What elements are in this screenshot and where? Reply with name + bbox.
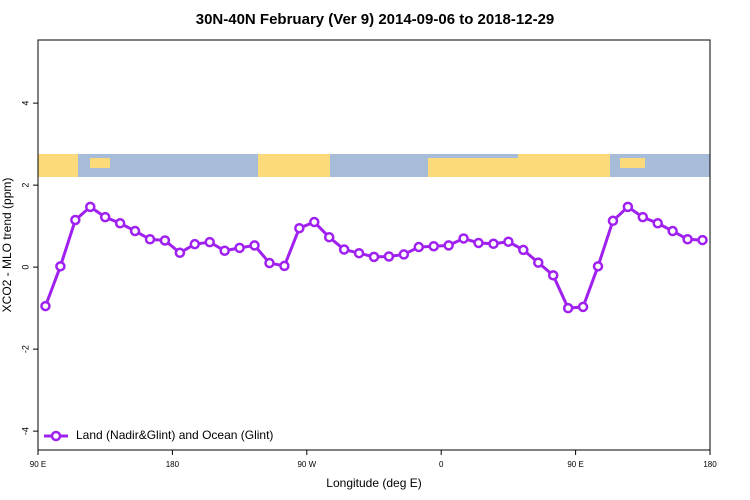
point [55, 261, 66, 272]
point [114, 218, 126, 229]
point [428, 240, 439, 252]
y-axis-label: XCO2 - MLO trend (ppm) [0, 178, 14, 313]
point [473, 237, 484, 249]
x-tick-label: 90 E [30, 460, 46, 469]
point [577, 301, 589, 313]
y-tick-label: 0 [20, 265, 30, 270]
point [637, 211, 649, 223]
y-tick-label: -2 [20, 345, 30, 353]
point [159, 235, 171, 246]
x-tick-label: 180 [703, 460, 717, 469]
point [458, 233, 469, 244]
point [189, 238, 201, 250]
point [353, 247, 365, 259]
point [592, 261, 604, 272]
y-tick-label: -4 [20, 427, 30, 435]
point [667, 225, 678, 237]
point [279, 260, 290, 272]
point [398, 249, 410, 260]
point [219, 245, 230, 256]
point [503, 236, 514, 247]
point [697, 234, 708, 246]
x-tick-label: 90 W [297, 460, 316, 469]
point [682, 234, 693, 245]
point [488, 238, 499, 250]
point [383, 251, 395, 262]
point [249, 240, 260, 251]
point [607, 215, 619, 227]
point [144, 234, 156, 245]
point [85, 201, 96, 213]
point [562, 302, 574, 314]
point [294, 222, 305, 234]
point [652, 218, 663, 229]
point [518, 244, 529, 256]
y-tick-label: 4 [20, 101, 30, 106]
point [622, 201, 634, 213]
y-tick-label: 2 [20, 183, 30, 188]
legend-marker [50, 430, 62, 442]
point [338, 244, 350, 255]
point [174, 247, 186, 259]
point [368, 251, 380, 263]
point [547, 270, 559, 281]
point [234, 242, 245, 254]
point [413, 241, 425, 253]
x-tick-label: 90 E [567, 460, 583, 469]
point [70, 214, 81, 226]
x-tick-label: 180 [166, 460, 180, 469]
x-tick-label: 0 [439, 460, 444, 469]
point [129, 225, 141, 237]
point [533, 257, 544, 268]
point [204, 236, 215, 248]
plot-frame [37, 39, 711, 451]
legend-label: Land (Nadir&Glint) and Ocean (Glint) [76, 428, 273, 442]
point [323, 231, 335, 243]
point [443, 240, 454, 251]
point [309, 216, 320, 228]
x-axis-label: Longitude (deg E) [326, 476, 421, 490]
chart-title: 30N-40N February (Ver 9) 2014-09-06 to 2… [196, 11, 555, 28]
point [264, 257, 275, 269]
point [99, 211, 111, 223]
map-strip [38, 154, 710, 177]
point [40, 300, 51, 312]
